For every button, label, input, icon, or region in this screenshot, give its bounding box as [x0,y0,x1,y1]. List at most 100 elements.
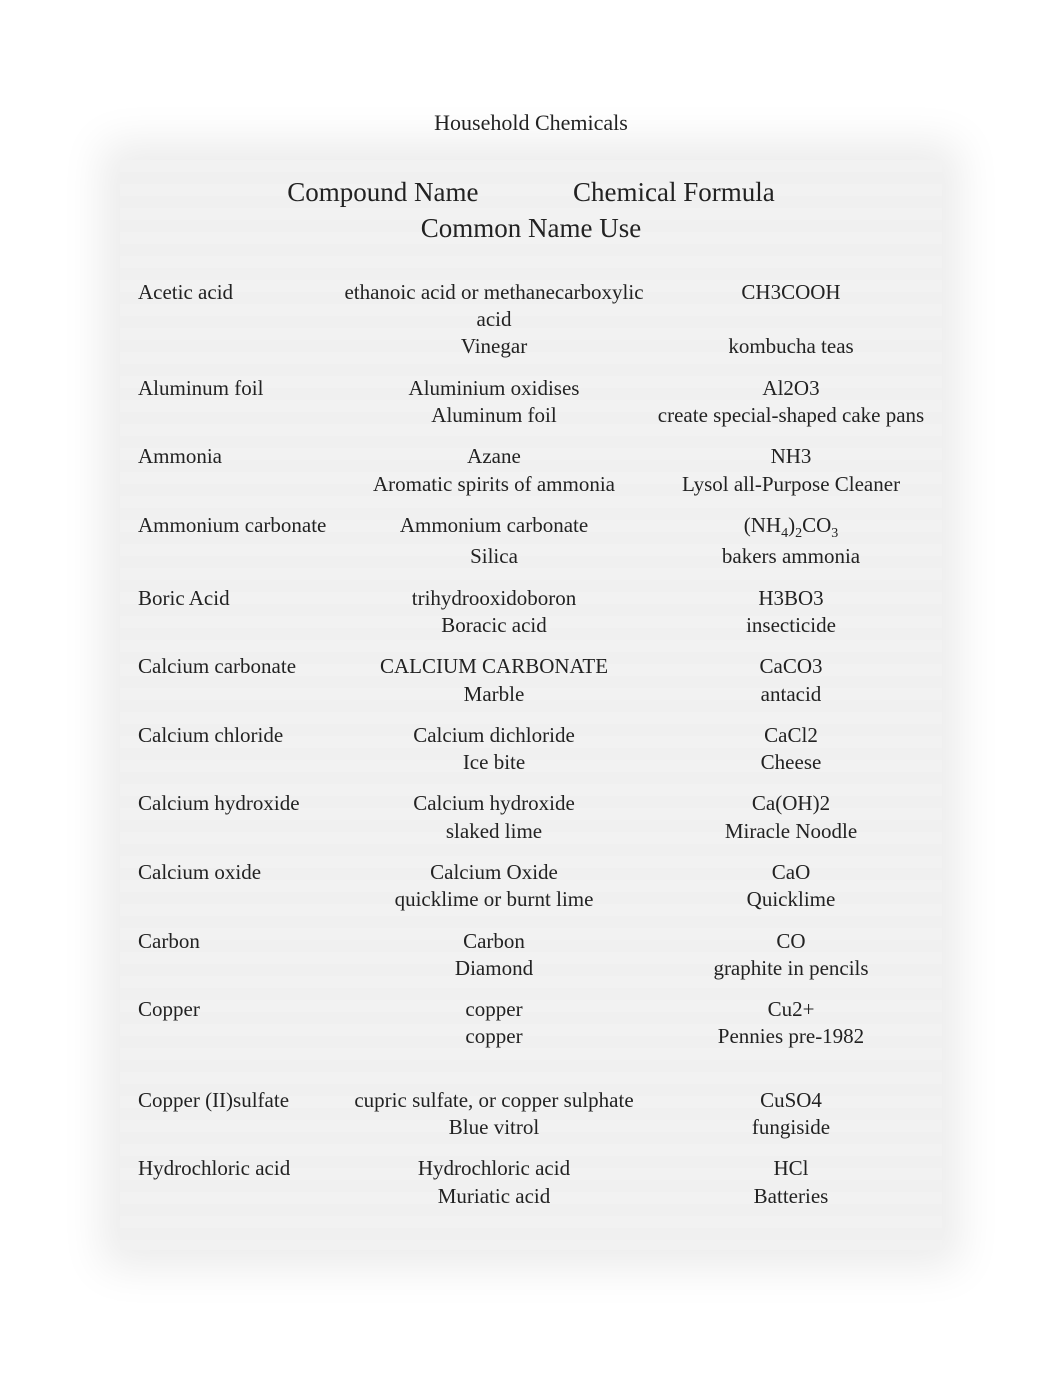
chemical-name: Aluminum foil [134,375,334,402]
chemical-formula: (NH4)2CO3 [654,512,928,543]
chemical-name: Acetic acid [134,279,334,334]
table-row: Marbleantacid [134,681,928,708]
chemical-name: Ammonium carbonate [134,512,334,543]
compound-name: ethanoic acid or methanecarboxylic acid [334,279,654,334]
common-name: Aromatic spirits of ammonia [334,471,654,498]
compound-name: Azane [334,443,654,470]
header-common-name-use: Common Name Use [421,213,641,243]
chemical-formula: CaO [654,859,928,886]
common-name: slaked lime [334,818,654,845]
common-name: Marble [334,681,654,708]
page-title: Household Chemicals [120,110,942,136]
chemical-formula: Ca(OH)2 [654,790,928,817]
compound-name: Aluminium oxidises [334,375,654,402]
chemical-formula: CO [654,928,928,955]
use: Miracle Noodle [654,818,928,845]
compound-name: Calcium dichloride [334,722,654,749]
common-name: copper [334,1023,654,1050]
use: graphite in pencils [654,955,928,982]
common-name: Muriatic acid [334,1183,654,1210]
table-row: Muriatic acidBatteries [134,1183,928,1210]
common-name: quicklime or burnt lime [334,886,654,913]
table-row: Copper (II)sulfatecupric sulfate, or cop… [134,1073,928,1114]
common-name: Vinegar [334,333,654,360]
table-row: quicklime or burnt limeQuicklime [134,886,928,913]
table-row: Boracic acidinsecticide [134,612,928,639]
table-row: CoppercopperCu2+ [134,982,928,1023]
chemical-name: Copper (II)sulfate [134,1087,334,1114]
empty-cell [134,1023,334,1050]
common-name: Blue vitrol [334,1114,654,1141]
chemical-formula: CH3COOH [654,279,928,334]
compound-name: trihydrooxidoboron [334,585,654,612]
empty-cell [134,402,334,429]
use: kombucha teas [654,333,928,360]
table-row: Ice biteCheese [134,749,928,776]
compound-name: Calcium Oxide [334,859,654,886]
empty-cell [134,612,334,639]
empty-cell [134,333,334,360]
compound-name: Carbon [334,928,654,955]
compound-name: copper [334,996,654,1023]
chemical-name: Calcium hydroxide [134,790,334,817]
table-row: Vinegarkombucha teas [134,333,928,360]
compound-name: CALCIUM CARBONATE [334,653,654,680]
use: Pennies pre-1982 [654,1023,928,1050]
empty-cell [134,471,334,498]
header-compound-name: Compound Name [287,177,478,207]
use: fungiside [654,1114,928,1141]
table-row: Ammonium carbonateAmmonium carbonate(NH4… [134,498,928,543]
table-body: Acetic acidethanoic acid or methanecarbo… [134,265,928,1210]
use: Lysol all-Purpose Cleaner [654,471,928,498]
empty-cell [134,749,334,776]
common-name: Ice bite [334,749,654,776]
common-name: Boracic acid [334,612,654,639]
use: Batteries [654,1183,928,1210]
common-name: Aluminum foil [334,402,654,429]
chemical-name: Boric Acid [134,585,334,612]
compound-name: Ammonium carbonate [334,512,654,543]
table-row: copperPennies pre-1982 [134,1023,928,1050]
chemical-formula: Al2O3 [654,375,928,402]
table-row: Aluminum foilcreate special-shaped cake … [134,402,928,429]
chemical-formula: Cu2+ [654,996,928,1023]
table-row: AmmoniaAzaneNH3 [134,429,928,470]
empty-cell [134,955,334,982]
common-name: Diamond [334,955,654,982]
table-row: Aromatic spirits of ammoniaLysol all-Pur… [134,471,928,498]
use: bakers ammonia [654,543,928,570]
use: Quicklime [654,886,928,913]
data-sheet: Compound Name Chemical Formula Common Na… [120,160,942,1250]
chemical-formula: CaCl2 [654,722,928,749]
chemical-name: Hydrochloric acid [134,1155,334,1182]
table-row: Calcium oxideCalcium OxideCaO [134,845,928,886]
chemical-name: Calcium oxide [134,859,334,886]
empty-cell [134,543,334,570]
chemical-formula: HCl [654,1155,928,1182]
table-row: slaked limeMiracle Noodle [134,818,928,845]
table-row: Boric AcidtrihydrooxidoboronH3BO3 [134,571,928,612]
table-row: CarbonCarbonCO [134,914,928,955]
chemical-name: Copper [134,996,334,1023]
row-spacer [134,1051,928,1073]
use: create special-shaped cake pans [654,402,928,429]
chemical-name: Ammonia [134,443,334,470]
use: insecticide [654,612,928,639]
use: Cheese [654,749,928,776]
empty-cell [134,681,334,708]
table-row: Silicabakers ammonia [134,543,928,570]
common-name: Silica [334,543,654,570]
empty-cell [134,818,334,845]
chemical-name: Calcium chloride [134,722,334,749]
chemical-formula: H3BO3 [654,585,928,612]
compound-name: Hydrochloric acid [334,1155,654,1182]
table-row: Diamondgraphite in pencils [134,955,928,982]
chemical-formula: CaCO3 [654,653,928,680]
table-row: Hydrochloric acidHydrochloric acidHCl [134,1141,928,1182]
table-row: Aluminum foilAluminium oxidisesAl2O3 [134,361,928,402]
compound-name: Calcium hydroxide [334,790,654,817]
empty-cell [134,1114,334,1141]
table-row: Calcium hydroxideCalcium hydroxideCa(OH)… [134,776,928,817]
table-header: Compound Name Chemical Formula Common Na… [134,168,928,265]
table-row: Acetic acidethanoic acid or methanecarbo… [134,265,928,334]
